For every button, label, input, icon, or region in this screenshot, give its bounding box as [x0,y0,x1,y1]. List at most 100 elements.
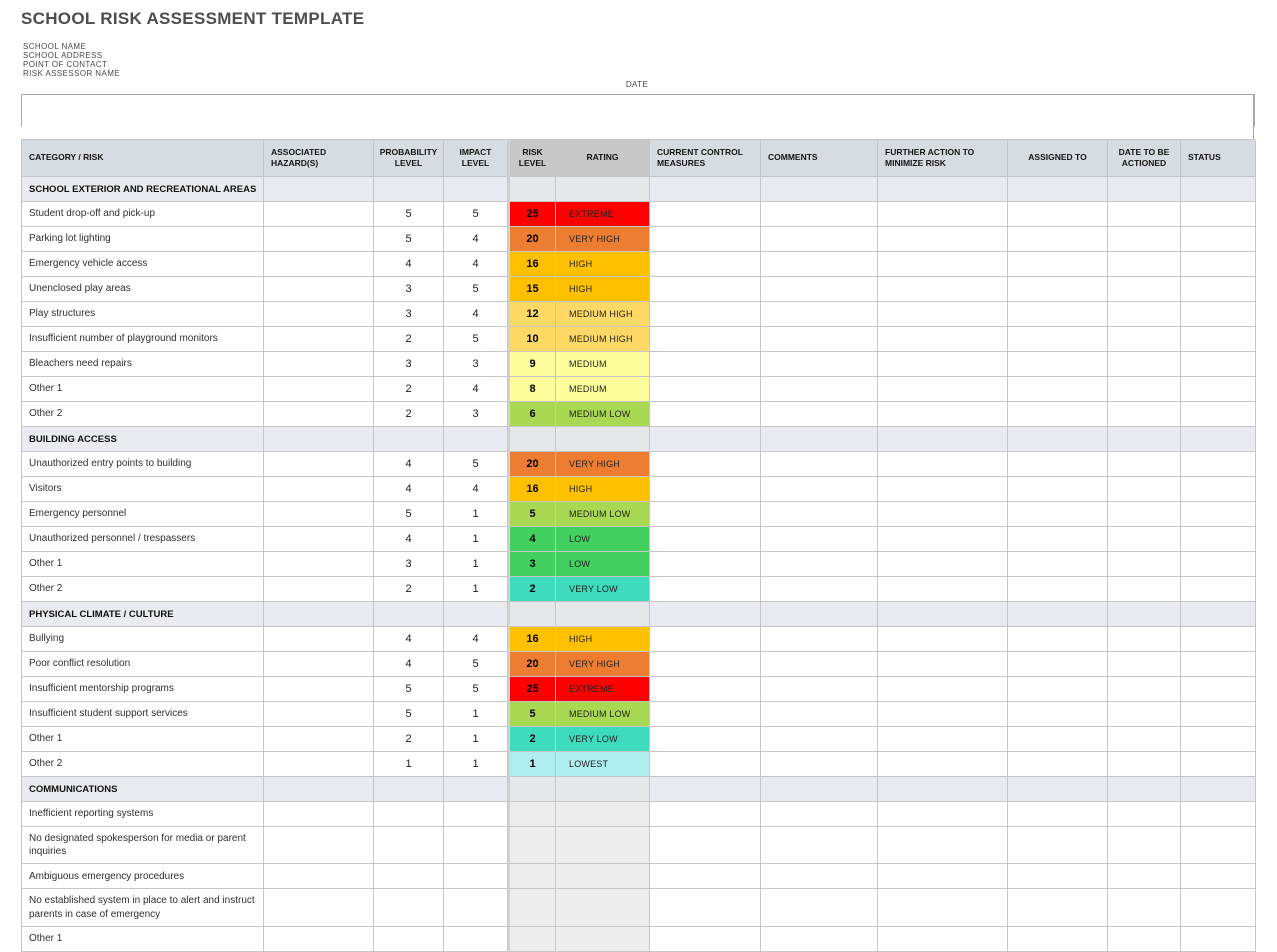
assigned-to-cell[interactable] [1008,926,1108,952]
status-cell[interactable] [1181,227,1256,252]
comments-cell[interactable] [761,202,878,227]
assigned-to-cell[interactable] [1008,477,1108,502]
comments-cell[interactable] [761,452,878,477]
hazard-cell[interactable] [264,926,374,952]
further-action-cell[interactable] [878,202,1008,227]
status-cell[interactable] [1181,352,1256,377]
status-cell[interactable] [1181,402,1256,427]
comments-cell[interactable] [761,889,878,927]
section-empty-cell[interactable] [650,602,761,627]
status-cell[interactable] [1181,577,1256,602]
further-action-cell[interactable] [878,677,1008,702]
section-empty-cell[interactable] [444,427,508,452]
section-empty-cell[interactable] [1108,602,1181,627]
impact-cell[interactable]: 5 [444,677,508,702]
section-name-cell[interactable]: PHYSICAL CLIMATE / CULTURE [22,602,264,627]
date-actioned-cell[interactable] [1108,202,1181,227]
control-measures-cell[interactable] [650,352,761,377]
impact-cell[interactable]: 4 [444,377,508,402]
risk-cell[interactable]: Other 2 [22,752,264,777]
comments-cell[interactable] [761,252,878,277]
hazard-cell[interactable] [264,202,374,227]
impact-cell[interactable]: 5 [444,327,508,352]
probability-cell[interactable]: 5 [374,502,444,527]
comments-cell[interactable] [761,302,878,327]
impact-cell[interactable]: 4 [444,252,508,277]
date-actioned-cell[interactable] [1108,252,1181,277]
risk-level-cell[interactable]: 16 [508,252,556,277]
section-empty-cell[interactable] [1181,777,1256,802]
date-actioned-cell[interactable] [1108,652,1181,677]
risk-cell[interactable]: Inefficient reporting systems [22,802,264,827]
rating-cell[interactable]: VERY HIGH [556,452,650,477]
section-empty-cell[interactable] [556,777,650,802]
section-empty-cell[interactable] [556,427,650,452]
status-cell[interactable] [1181,277,1256,302]
control-measures-cell[interactable] [650,552,761,577]
assigned-to-cell[interactable] [1008,377,1108,402]
control-measures-cell[interactable] [650,677,761,702]
risk-level-cell[interactable]: 16 [508,477,556,502]
hazard-cell[interactable] [264,352,374,377]
section-empty-cell[interactable] [374,427,444,452]
further-action-cell[interactable] [878,302,1008,327]
section-name-cell[interactable]: BUILDING ACCESS [22,427,264,452]
assigned-to-cell[interactable] [1008,402,1108,427]
section-empty-cell[interactable] [878,777,1008,802]
control-measures-cell[interactable] [650,502,761,527]
risk-level-cell[interactable]: 1 [508,752,556,777]
section-empty-cell[interactable] [374,602,444,627]
impact-cell[interactable]: 3 [444,352,508,377]
comments-cell[interactable] [761,552,878,577]
risk-cell[interactable]: No designated spokesperson for media or … [22,827,264,865]
further-action-cell[interactable] [878,277,1008,302]
risk-cell[interactable]: Insufficient mentorship programs [22,677,264,702]
control-measures-cell[interactable] [650,827,761,865]
risk-level-cell[interactable]: 6 [508,402,556,427]
date-actioned-cell[interactable] [1108,677,1181,702]
control-measures-cell[interactable] [650,652,761,677]
date-actioned-cell[interactable] [1108,502,1181,527]
section-empty-cell[interactable] [1008,602,1108,627]
rating-cell[interactable]: LOWEST [556,752,650,777]
rating-cell[interactable]: MEDIUM LOW [556,702,650,727]
section-empty-cell[interactable] [1008,777,1108,802]
section-empty-cell[interactable] [508,427,556,452]
risk-cell[interactable]: Insufficient number of playground monito… [22,327,264,352]
risk-cell[interactable]: Parking lot lighting [22,227,264,252]
further-action-cell[interactable] [878,577,1008,602]
probability-cell[interactable]: 5 [374,227,444,252]
comments-cell[interactable] [761,677,878,702]
status-cell[interactable] [1181,652,1256,677]
probability-cell[interactable]: 3 [374,352,444,377]
further-action-cell[interactable] [878,864,1008,890]
probability-cell[interactable]: 2 [374,577,444,602]
hazard-cell[interactable] [264,402,374,427]
further-action-cell[interactable] [878,702,1008,727]
probability-cell[interactable] [374,802,444,827]
date-actioned-cell[interactable] [1108,802,1181,827]
probability-cell[interactable]: 2 [374,402,444,427]
risk-level-cell[interactable] [508,926,556,952]
probability-cell[interactable]: 2 [374,727,444,752]
rating-cell[interactable]: VERY LOW [556,577,650,602]
further-action-cell[interactable] [878,827,1008,865]
status-cell[interactable] [1181,802,1256,827]
control-measures-cell[interactable] [650,377,761,402]
status-cell[interactable] [1181,889,1256,927]
section-empty-cell[interactable] [374,777,444,802]
impact-cell[interactable]: 1 [444,702,508,727]
date-actioned-cell[interactable] [1108,627,1181,652]
risk-cell[interactable]: Other 1 [22,727,264,752]
risk-cell[interactable]: Other 2 [22,577,264,602]
section-empty-cell[interactable] [761,427,878,452]
comments-cell[interactable] [761,577,878,602]
risk-level-cell[interactable]: 5 [508,502,556,527]
comments-cell[interactable] [761,327,878,352]
hazard-cell[interactable] [264,727,374,752]
section-empty-cell[interactable] [556,177,650,202]
assigned-to-cell[interactable] [1008,864,1108,890]
rating-cell[interactable]: EXTREME [556,202,650,227]
school-address-input[interactable] [22,118,1253,129]
comments-cell[interactable] [761,652,878,677]
